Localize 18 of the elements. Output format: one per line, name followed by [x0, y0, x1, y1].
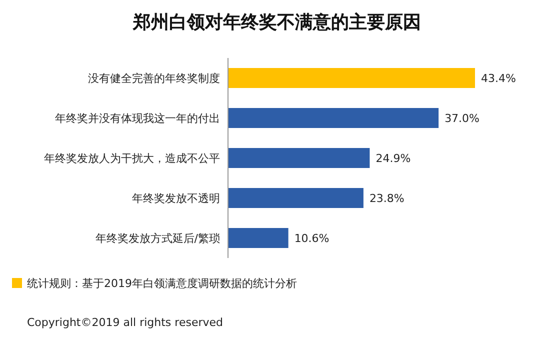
y-tick-label: 没有健全完善的年终奖制度	[88, 72, 220, 85]
bar	[228, 188, 364, 208]
y-tick-label: 年终奖并没有体现我这一年的付出	[55, 112, 220, 125]
data-label: 37.0%	[444, 112, 480, 125]
data-label: 23.8%	[369, 192, 404, 205]
y-tick-label: 年终奖发放人为干扰大，造成不公平	[44, 152, 220, 165]
chart-title: 郑州白领对年终奖不满意的主要原因	[132, 12, 421, 33]
data-label: 43.4%	[481, 72, 516, 85]
y-tick-label: 年终奖发放方式延后/繁琐	[95, 232, 220, 245]
bar	[228, 68, 475, 88]
bar	[228, 108, 439, 128]
text: 统计规则：基于2019年白领满意度调研数据的统计分析	[27, 277, 297, 290]
bar	[228, 228, 288, 248]
data-label: 10.6%	[294, 232, 330, 245]
data-label: 24.9%	[376, 152, 411, 165]
bar	[228, 148, 370, 168]
text: Copyright©2019 all rights reserved	[27, 316, 223, 329]
y-tick-label: 年终奖发放不透明	[132, 192, 220, 205]
